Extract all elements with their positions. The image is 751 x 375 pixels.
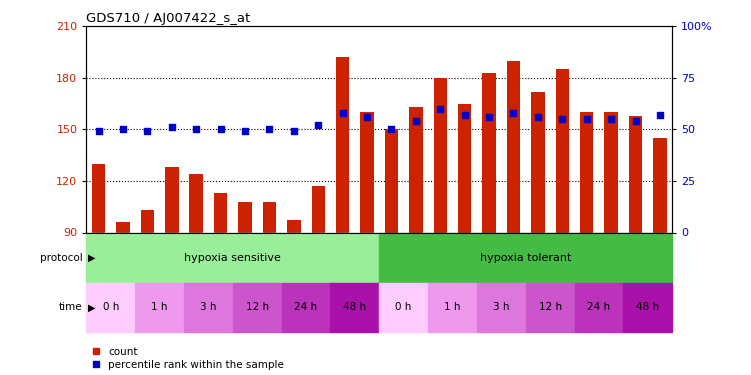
Bar: [629, 116, 642, 232]
Bar: [233, 283, 282, 332]
Bar: [330, 283, 379, 332]
Point: [532, 114, 544, 120]
Point: [385, 126, 397, 132]
Bar: [623, 283, 672, 332]
Bar: [189, 174, 203, 232]
Bar: [135, 283, 184, 332]
Point: [117, 126, 129, 132]
Text: 0 h: 0 h: [103, 303, 119, 312]
Point: [190, 126, 202, 132]
Text: time: time: [59, 303, 83, 312]
Bar: [379, 283, 428, 332]
Point: [434, 106, 446, 112]
Bar: [575, 283, 623, 332]
Text: hypoxia sensitive: hypoxia sensitive: [185, 253, 281, 263]
Point: [166, 124, 178, 130]
Bar: [433, 78, 447, 232]
Bar: [165, 167, 179, 232]
Bar: [526, 283, 575, 332]
Bar: [282, 283, 330, 332]
Point: [312, 122, 324, 128]
Text: hypoxia tolerant: hypoxia tolerant: [480, 253, 572, 263]
Text: 1 h: 1 h: [152, 303, 167, 312]
Bar: [287, 220, 300, 232]
Point: [508, 110, 520, 116]
Point: [459, 112, 471, 118]
Bar: [184, 283, 233, 332]
Point: [336, 110, 348, 116]
Point: [361, 114, 373, 120]
Text: 48 h: 48 h: [636, 303, 659, 312]
Point: [92, 128, 104, 134]
Point: [239, 128, 251, 134]
Text: 1 h: 1 h: [445, 303, 460, 312]
Bar: [379, 232, 672, 283]
Point: [264, 126, 276, 132]
Bar: [556, 69, 569, 232]
Text: 48 h: 48 h: [343, 303, 366, 312]
Point: [629, 118, 641, 124]
Bar: [409, 107, 423, 232]
Bar: [140, 210, 154, 232]
Bar: [336, 57, 349, 232]
Bar: [507, 61, 520, 232]
Point: [605, 116, 617, 122]
Legend: count, percentile rank within the sample: count, percentile rank within the sample: [92, 346, 284, 370]
Bar: [580, 112, 593, 232]
Text: 12 h: 12 h: [246, 303, 269, 312]
Bar: [482, 73, 496, 232]
Bar: [458, 104, 472, 232]
Text: 12 h: 12 h: [538, 303, 562, 312]
Bar: [214, 193, 228, 232]
Point: [215, 126, 227, 132]
Point: [410, 118, 422, 124]
Text: 3 h: 3 h: [493, 303, 509, 312]
Point: [581, 116, 593, 122]
Bar: [116, 222, 130, 232]
Bar: [605, 112, 618, 232]
Bar: [86, 232, 379, 283]
Bar: [653, 138, 667, 232]
Text: protocol: protocol: [40, 253, 83, 263]
Point: [288, 128, 300, 134]
Bar: [531, 92, 544, 232]
Point: [654, 112, 666, 118]
Text: 24 h: 24 h: [294, 303, 318, 312]
Text: 0 h: 0 h: [396, 303, 412, 312]
Text: ▶: ▶: [88, 303, 95, 312]
Bar: [428, 283, 477, 332]
Bar: [312, 186, 325, 232]
Point: [556, 116, 569, 122]
Text: ▶: ▶: [88, 253, 95, 263]
Text: 24 h: 24 h: [587, 303, 611, 312]
Bar: [385, 129, 398, 232]
Point: [141, 128, 153, 134]
Text: 3 h: 3 h: [201, 303, 216, 312]
Bar: [92, 164, 105, 232]
Point: [483, 114, 495, 120]
Bar: [238, 202, 252, 232]
Bar: [477, 283, 526, 332]
Bar: [263, 202, 276, 232]
Bar: [360, 112, 374, 232]
Bar: [86, 283, 135, 332]
Text: GDS710 / AJ007422_s_at: GDS710 / AJ007422_s_at: [86, 12, 251, 25]
